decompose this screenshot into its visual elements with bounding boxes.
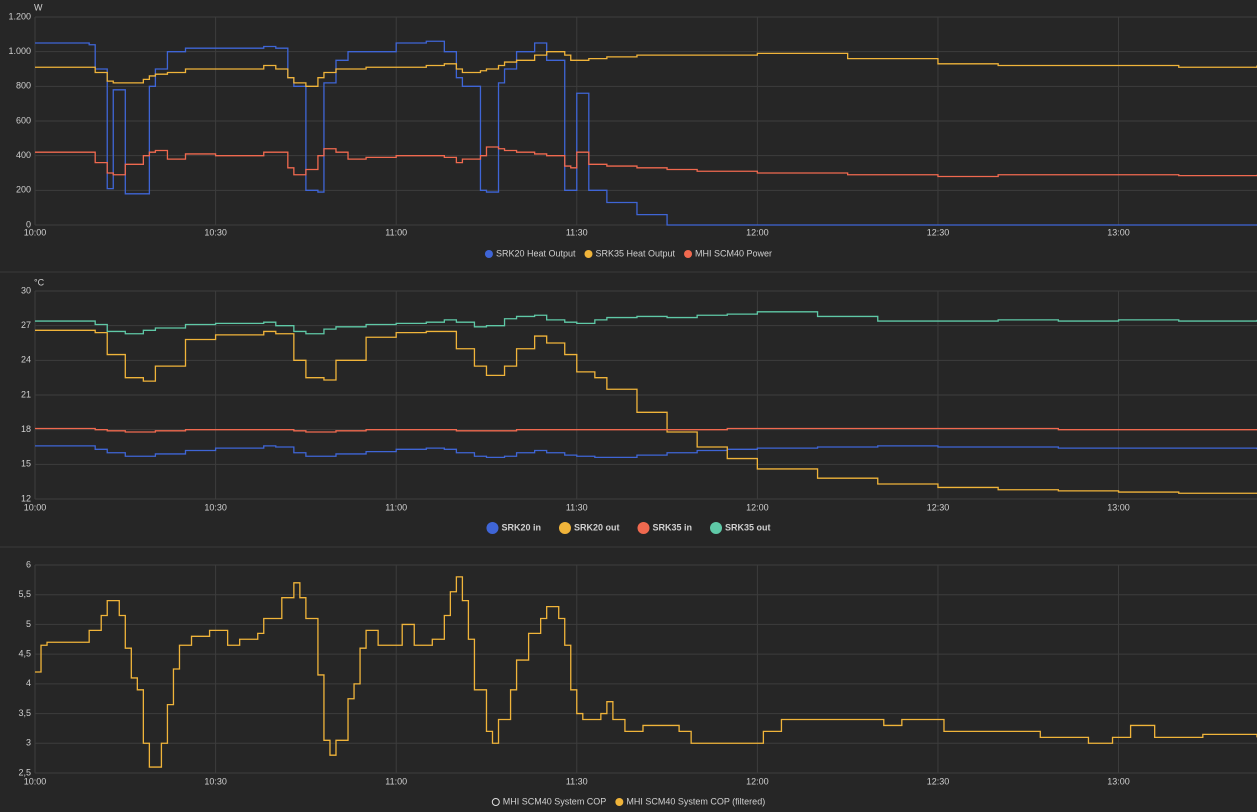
legend-item: MHI SCM40 Power [684,248,772,258]
legend-item: SRK20 Heat Output [484,248,576,258]
legend-swatch [684,250,693,258]
y-tick-label: 800 [16,81,31,91]
legend-swatch [710,522,723,534]
legend-swatch [484,250,493,258]
data-line [35,445,1257,459]
x-tick-label: 13:00 [1107,776,1130,786]
legend-item: MHI SCM40 System COP [491,796,607,806]
legend-label: SRK35 Heat Output [595,248,675,258]
legend-item: SRK35 Heat Output [584,248,676,258]
legend-label: SRK35 out [725,522,771,532]
legend: MHI SCM40 System COP MHI SCM40 System COP… [491,796,765,806]
x-tick-label: 10:30 [204,227,227,237]
legend-label: MHI SCM40 System COP (filtered) [626,796,765,806]
data-line [35,40,1257,226]
x-tick-label: 13:00 [1107,502,1130,512]
x-tick-label: 10:30 [204,502,227,512]
x-tick-label: 11:30 [566,776,588,786]
legend-item: SRK20 out [558,522,620,534]
data-line [35,146,1257,178]
x-tick-label: 12:30 [927,502,950,512]
x-tick-label: 10:00 [24,502,47,512]
legend-swatch [558,522,571,534]
legend-item: SRK35 in [637,522,693,534]
data-line [35,329,1257,494]
data-line [35,427,1257,433]
y-tick-label: 200 [16,185,31,195]
y-tick-label: 5,5 [18,589,31,599]
legend-swatch [584,250,593,258]
x-tick-label: 12:00 [746,502,769,512]
y-axis-unit: °C [34,277,45,287]
y-tick-label: 3 [26,738,31,748]
legend-label: SRK20 Heat Output [496,248,576,258]
data-line [35,311,1257,335]
x-tick-label: 11:00 [385,227,407,237]
y-tick-label: 6 [26,559,31,569]
x-tick-label: 12:00 [746,227,769,237]
legend: SRK20 Heat Output SRK35 Heat Output MHI SC… [484,248,772,258]
y-tick-label: 15 [21,459,31,469]
legend-label: MHI SCM40 Power [695,248,772,258]
x-tick-label: 12:30 [927,776,950,786]
legend-swatch [491,798,500,806]
y-tick-label: 3,5 [18,708,31,718]
legend: SRK20 in SRK20 out SRK35 in SRK35 out [486,522,771,534]
y-tick-label: 5 [26,619,31,629]
legend-label: SRK35 in [653,522,693,532]
x-tick-label: 12:00 [746,776,769,786]
legend-item: SRK20 in [486,522,541,534]
x-tick-label: 11:30 [566,227,588,237]
y-axis-unit: W [34,2,43,12]
x-tick-label: 10:00 [24,776,47,786]
y-tick-label: 27 [21,320,31,330]
x-tick-label: 11:30 [566,502,588,512]
x-tick-label: 10:00 [24,227,47,237]
x-tick-label: 13:00 [1107,227,1130,237]
y-tick-label: 1.200 [8,11,31,21]
legend-swatch [615,798,624,806]
x-tick-label: 11:00 [385,776,407,786]
data-line [35,51,1257,87]
x-tick-label: 11:00 [385,502,407,512]
legend-label: SRK20 out [574,522,620,532]
x-tick-label: 12:30 [927,227,950,237]
legend-item: SRK35 out [710,522,771,534]
data-line [35,576,1257,768]
y-tick-label: 18 [21,424,31,434]
y-tick-label: 0 [26,219,31,229]
y-tick-label: 400 [16,150,31,160]
y-tick-label: 24 [21,355,31,365]
y-tick-label: 30 [21,285,31,295]
y-tick-label: 600 [16,115,31,125]
y-tick-label: 4,5 [18,649,31,659]
y-tick-label: 21 [21,389,31,399]
legend-label: SRK20 in [501,522,541,532]
legend-swatch [486,522,499,534]
y-tick-label: 1.000 [8,46,31,56]
x-tick-label: 10:30 [204,776,227,786]
y-tick-label: 12 [21,493,31,503]
y-tick-label: 4 [26,678,31,688]
legend-label: MHI SCM40 System COP [503,796,607,806]
y-tick-label: 2,5 [18,767,31,777]
legend-swatch [637,522,650,534]
legend-item: MHI SCM40 System COP (filtered) [615,796,765,806]
